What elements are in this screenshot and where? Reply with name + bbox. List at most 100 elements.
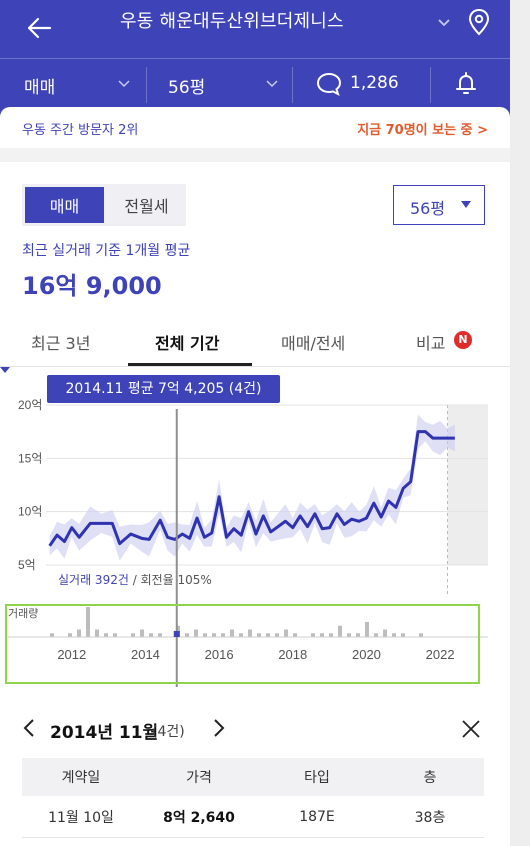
x-tick-label: 2022 (426, 647, 455, 662)
volume-bar (329, 633, 333, 637)
column-header: 층 (423, 770, 437, 786)
new-badge: N (454, 331, 472, 349)
volume-bar (203, 633, 207, 637)
location-pin-icon[interactable] (468, 8, 490, 36)
volume-bar (113, 633, 117, 637)
price-chart[interactable]: 20억 15억 10억 5억 거래량 2012 2014 2016 2018 2020 2022 2… (0, 367, 510, 687)
detail-month-title: 2014년 11월 (50, 723, 159, 743)
volume-bar (149, 633, 153, 637)
column-header: 계약일 (61, 770, 101, 786)
column-header: 타입 (304, 770, 330, 786)
scrollbar-track[interactable] (510, 0, 530, 846)
transaction-table: 계약일 가격 타입 층 11월 10일 8억 2,640 187E 38층 (22, 758, 484, 838)
volume-bar (50, 633, 54, 637)
column-header: 가격 (186, 770, 212, 786)
volume-highlight-box (5, 604, 480, 684)
y-tick-label: 20억 (18, 398, 42, 412)
volume-bar (320, 633, 324, 637)
price-cell: 8억 2,640 (163, 809, 235, 826)
tooltip-tail (0, 367, 10, 373)
volume-label: 거래량 (8, 607, 38, 620)
volume-bar (374, 633, 378, 637)
comment-bubble-icon[interactable] (316, 72, 342, 96)
average-price: 16억 9,000 (22, 272, 162, 300)
size-filter[interactable]: 56평 (168, 78, 206, 98)
volume-bar (230, 629, 234, 637)
chevron-down-icon[interactable] (266, 79, 278, 89)
type-cell: 187E (299, 808, 335, 825)
chevron-down-icon[interactable] (118, 79, 130, 89)
volume-bar (212, 633, 216, 637)
title-row: 우동 해운대두산위브더제니스 (0, 0, 510, 56)
volume-bar (365, 622, 369, 637)
volume-bar (95, 629, 99, 637)
chart-tooltip: 2014.11 평균 7억 4,205 (4건) (47, 375, 280, 403)
trade-segment-control: 매매 전월세 (22, 184, 186, 226)
volume-bar (293, 633, 297, 637)
segment-sale[interactable]: 매매 (25, 187, 104, 223)
volume-bar (275, 633, 279, 637)
size-select[interactable]: 56평 (393, 185, 485, 225)
app-screen: 우동 해운대두산위브더제니스 매매 56평 1,286 (0, 0, 510, 846)
volume-bar (392, 633, 396, 637)
price-range-band (49, 414, 455, 561)
chart-legend: 실거래 392건 / 회전율 105% (58, 571, 212, 588)
triangle-down-icon (461, 201, 471, 208)
table-row[interactable]: 11월 10일 8억 2,640 187E 38층 (22, 796, 484, 838)
volume-bar (248, 629, 252, 637)
x-tick-label: 2020 (352, 647, 381, 662)
x-tick-label: 2016 (205, 647, 234, 662)
average-label: 최근 실거래 기준 1개월 평균 (22, 243, 191, 259)
volume-bar (68, 633, 72, 637)
chevron-right-icon[interactable] (212, 718, 226, 738)
tab-compare[interactable]: 비교 (416, 334, 446, 353)
legend-turnover: / 회전율 105% (128, 573, 212, 587)
volume-bar (185, 633, 189, 637)
page-title[interactable]: 우동 해운대두산위브더제니스 (120, 11, 344, 32)
volume-bar (77, 629, 81, 637)
tabs-divider (0, 366, 510, 367)
live-viewers-link[interactable]: 지금 70명이 보는 중 > (357, 123, 488, 138)
section-divider (0, 148, 510, 162)
volume-bar (158, 633, 162, 637)
volume-bar (311, 633, 315, 637)
volume-bar (356, 633, 360, 637)
volume-bar (239, 633, 243, 637)
volume-bar (104, 633, 108, 637)
table-header: 계약일 가격 타입 층 (22, 758, 484, 796)
volume-bar (401, 633, 405, 637)
volume-bar (383, 629, 387, 637)
filter-separator (146, 67, 147, 103)
comment-count[interactable]: 1,286 (350, 73, 399, 93)
active-tab-indicator (128, 363, 252, 366)
chevron-left-icon[interactable] (22, 718, 36, 738)
volume-bar (419, 633, 423, 637)
size-select-label: 56평 (410, 199, 446, 218)
volume-bar (257, 633, 261, 637)
tab-sale-lease[interactable]: 매매/전세 (281, 334, 346, 353)
x-tick-label: 2018 (278, 647, 307, 662)
volume-bar (131, 633, 135, 637)
back-arrow-icon[interactable] (20, 10, 60, 46)
close-icon[interactable] (460, 718, 482, 740)
visitor-rank[interactable]: 우동 주간 방문자 2위 (22, 123, 139, 138)
selected-volume-bar (173, 631, 180, 637)
trade-type-filter[interactable]: 매매 (24, 78, 56, 98)
volume-bar (86, 607, 90, 637)
y-tick-label: 10억 (18, 505, 42, 519)
detail-count: (4건) (152, 724, 185, 740)
header-divider (0, 58, 510, 59)
period-tabs: 최근 3년 전체 기간 매매/전세 비교 N (0, 320, 510, 366)
volume-bar (347, 633, 351, 637)
detail-header: 2014년 11월 (4건) (0, 708, 510, 752)
tab-recent-3y[interactable]: 최근 3년 (31, 334, 91, 353)
segment-lease[interactable]: 전월세 (124, 197, 169, 216)
chevron-down-icon[interactable] (436, 14, 452, 30)
tab-all-period[interactable]: 전체 기간 (155, 334, 220, 353)
x-tick-label: 2012 (57, 647, 86, 662)
bell-icon[interactable] (454, 71, 478, 97)
y-tick-label: 15억 (18, 451, 42, 465)
volume-bar (194, 629, 198, 637)
volume-bar (140, 629, 144, 637)
